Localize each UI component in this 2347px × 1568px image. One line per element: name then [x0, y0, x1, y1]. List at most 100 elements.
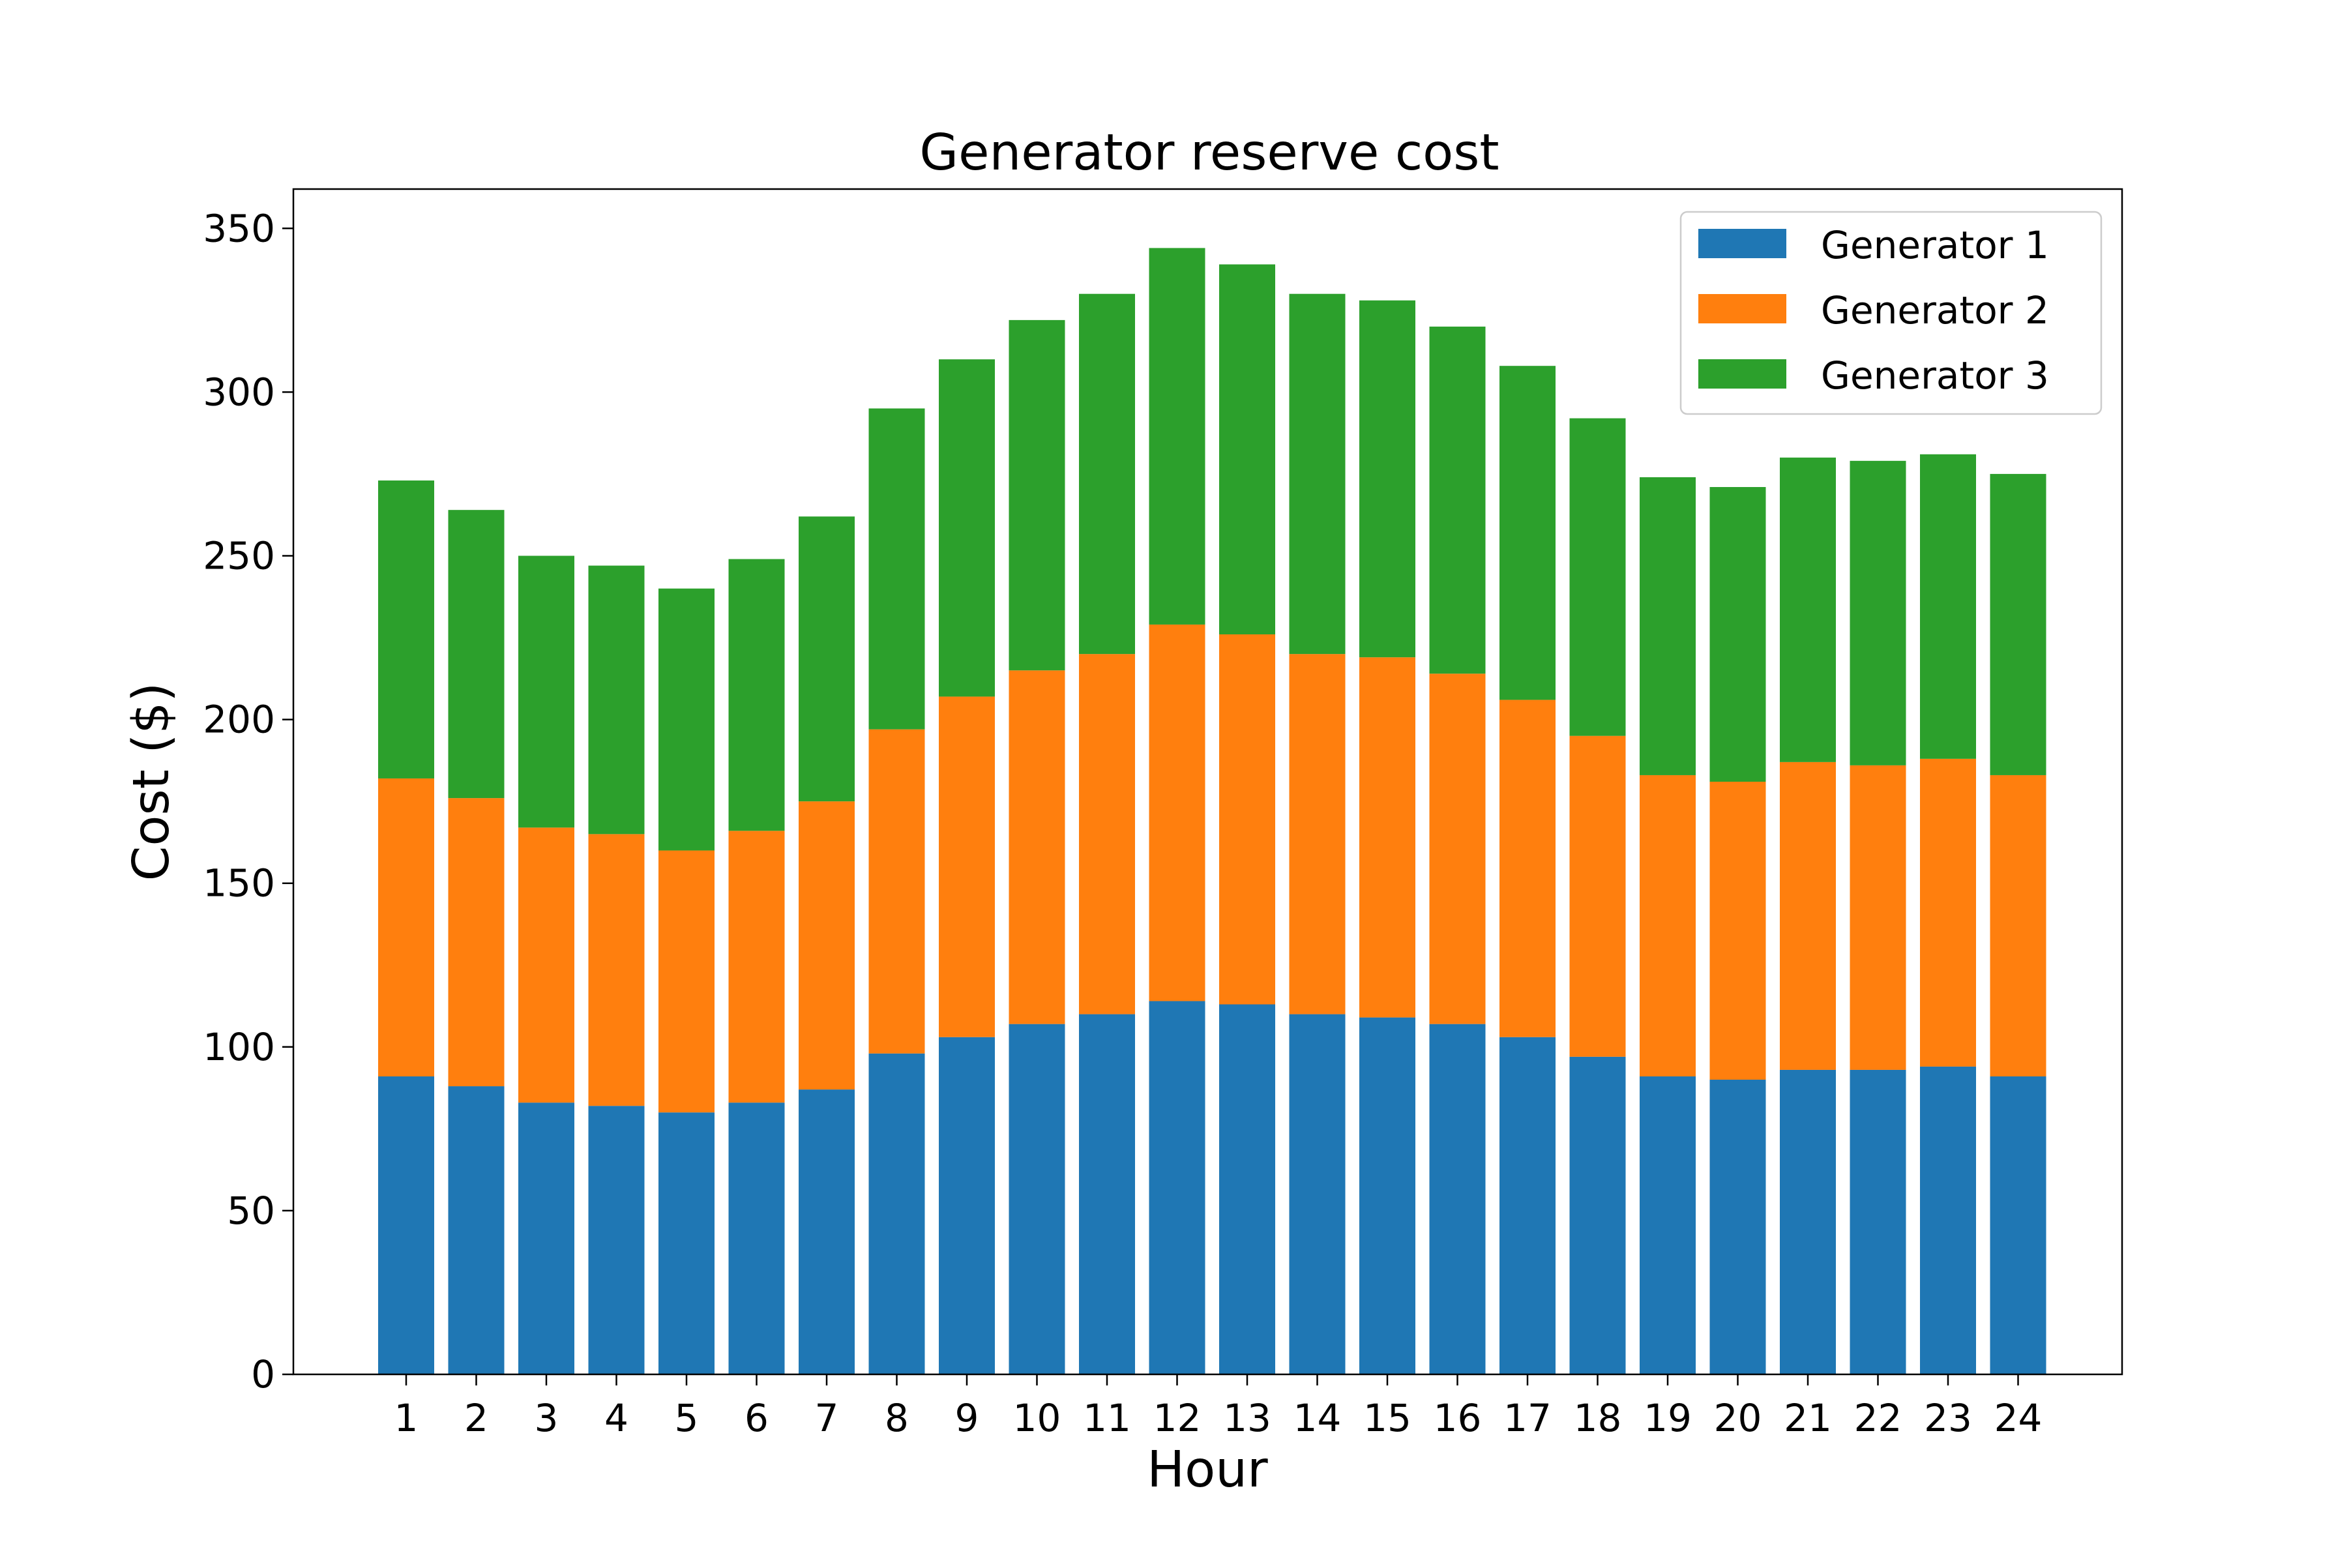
bar-hour-7-generator-2: [799, 801, 855, 1090]
legend: Generator 1 Generator 2 Generator 3: [1679, 211, 2103, 415]
bar-hour-8-generator-3: [868, 408, 925, 730]
bar-hour-23-generator-1: [1920, 1066, 1976, 1374]
bar-hour-15-generator-2: [1359, 657, 1415, 1018]
bar-hour-13-generator-2: [1219, 634, 1275, 1005]
x-axis-label: Hour: [1147, 1441, 1268, 1499]
bar-hour-19-generator-3: [1640, 477, 1696, 775]
bar-hour-5-generator-2: [658, 850, 715, 1113]
bar-hour-12-generator-2: [1149, 624, 1205, 1001]
bar-hour-17-generator-1: [1499, 1037, 1556, 1374]
x-tick-label-11: 11: [1083, 1396, 1131, 1440]
x-tick-label-19: 19: [1644, 1396, 1692, 1440]
bar-hour-18-generator-3: [1569, 418, 1626, 736]
y-tick-label-100: 100: [203, 1025, 275, 1069]
x-tick-label-23: 23: [1924, 1396, 1972, 1440]
legend-label-generator-1: Generator 1: [1821, 223, 2049, 267]
bar-hour-17-generator-3: [1499, 366, 1556, 700]
legend-label-generator-3: Generator 3: [1821, 353, 2049, 398]
bar-hour-22-generator-3: [1850, 460, 1906, 765]
x-tick-label-16: 16: [1434, 1396, 1482, 1440]
bar-hour-20-generator-2: [1709, 782, 1766, 1080]
bar-hour-7-generator-1: [799, 1089, 855, 1374]
bar-hour-10-generator-3: [1009, 319, 1065, 671]
bar-hour-20-generator-1: [1709, 1080, 1766, 1374]
bar-hour-10-generator-2: [1009, 670, 1065, 1024]
bar-hour-1-generator-3: [378, 480, 434, 778]
bar-hour-14-generator-2: [1289, 654, 1346, 1014]
x-tick-label-12: 12: [1153, 1396, 1202, 1440]
bar-hour-11-generator-3: [1079, 293, 1135, 655]
x-tick-label-8: 8: [885, 1396, 909, 1440]
bar-hour-21-generator-3: [1780, 457, 1836, 762]
x-tick-label-3: 3: [535, 1396, 559, 1440]
bar-hour-14-generator-1: [1289, 1014, 1346, 1374]
bar-hour-16-generator-2: [1429, 673, 1486, 1024]
bar-hour-23-generator-2: [1920, 758, 1976, 1067]
bar-hour-11-generator-2: [1079, 654, 1135, 1014]
x-axis: 1 2 3 4 5 6 7 8 9 10 11 12 13 14 15 16 17 18 19 20 21 22 23 24: [394, 1374, 2043, 1440]
x-tick-label-6: 6: [745, 1396, 769, 1440]
x-tick-label-21: 21: [1784, 1396, 1832, 1440]
bar-hour-2-generator-3: [448, 510, 505, 799]
legend-label-generator-2: Generator 2: [1821, 288, 2049, 333]
bar-hour-24-generator-1: [1990, 1076, 2046, 1374]
y-tick-label-250: 250: [203, 533, 275, 578]
x-tick-label-17: 17: [1503, 1396, 1552, 1440]
y-axis-label: Cost ($): [123, 683, 181, 881]
bar-hour-22-generator-1: [1850, 1069, 1906, 1374]
x-tick-label-9: 9: [955, 1396, 979, 1440]
bar-hour-16-generator-1: [1429, 1024, 1486, 1374]
x-tick-label-10: 10: [1013, 1396, 1061, 1440]
bar-hour-9-generator-3: [939, 359, 995, 697]
bar-hour-6-generator-2: [728, 831, 785, 1103]
bar-hour-16-generator-3: [1429, 326, 1486, 674]
bar-hour-5-generator-3: [658, 588, 715, 851]
bar-hour-4-generator-2: [588, 834, 645, 1106]
bar-hour-20-generator-3: [1709, 487, 1766, 782]
bar-hour-13-generator-1: [1219, 1004, 1275, 1374]
x-tick-label-7: 7: [815, 1396, 839, 1440]
bar-hour-18-generator-1: [1569, 1056, 1626, 1374]
bar-hour-12-generator-3: [1149, 248, 1205, 625]
bar-hour-23-generator-3: [1920, 454, 1976, 759]
bar-hour-9-generator-1: [939, 1037, 995, 1374]
x-tick-label-1: 1: [394, 1396, 419, 1440]
bar-hour-21-generator-2: [1780, 762, 1836, 1070]
bar-hour-3-generator-2: [518, 827, 574, 1103]
x-tick-label-14: 14: [1293, 1396, 1342, 1440]
bar-hour-22-generator-2: [1850, 765, 1906, 1070]
bar-hour-1-generator-1: [378, 1076, 434, 1374]
bar-hour-1-generator-2: [378, 778, 434, 1076]
chart-title: Generator reserve cost: [919, 124, 1499, 182]
bar-hour-3-generator-1: [518, 1102, 574, 1374]
x-tick-label-2: 2: [464, 1396, 488, 1440]
y-tick-label-300: 300: [203, 370, 275, 414]
x-tick-label-24: 24: [1994, 1396, 2043, 1440]
bar-hour-11-generator-1: [1079, 1014, 1135, 1374]
y-tick-label-350: 350: [203, 206, 275, 250]
bar-hour-17-generator-2: [1499, 700, 1556, 1037]
bar-hour-12-generator-1: [1149, 1001, 1205, 1374]
bar-hour-24-generator-3: [1990, 473, 2046, 775]
bar-hour-6-generator-1: [728, 1102, 785, 1374]
bar-hour-9-generator-2: [939, 696, 995, 1037]
bar-hour-15-generator-3: [1359, 300, 1415, 658]
bar-hour-13-generator-3: [1219, 264, 1275, 635]
y-tick-label-150: 150: [203, 861, 275, 906]
legend-swatch-generator-2: [1698, 294, 1786, 323]
x-tick-label-18: 18: [1574, 1396, 1622, 1440]
bar-hour-18-generator-2: [1569, 735, 1626, 1057]
y-tick-label-200: 200: [203, 698, 275, 742]
bar-hour-8-generator-1: [868, 1053, 925, 1374]
bar-hour-14-generator-3: [1289, 293, 1346, 655]
bar-hour-6-generator-3: [728, 559, 785, 831]
x-tick-label-13: 13: [1223, 1396, 1271, 1440]
bar-hour-7-generator-3: [799, 516, 855, 802]
x-tick-label-15: 15: [1363, 1396, 1411, 1440]
x-tick-label-22: 22: [1854, 1396, 1902, 1440]
bar-hour-10-generator-1: [1009, 1024, 1065, 1374]
y-tick-label-0: 0: [251, 1352, 275, 1397]
bar-hour-5-generator-1: [658, 1112, 715, 1374]
x-tick-label-20: 20: [1714, 1396, 1762, 1440]
